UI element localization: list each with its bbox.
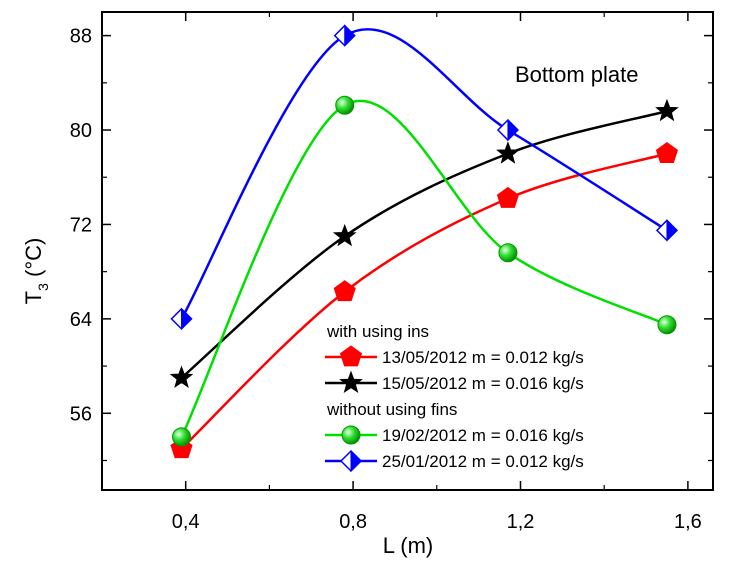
series-2-point-2	[498, 243, 518, 263]
legend-label-2: 19/02/2012 m = 0.016 kg/s	[382, 426, 584, 445]
legend-label-0: 13/05/2012 m = 0.012 kg/s	[382, 348, 584, 367]
y-axis-title: T3 (°C)	[21, 238, 51, 305]
series-line-0	[180, 152, 668, 450]
series-line-1	[180, 109, 668, 379]
series-line-3	[180, 28, 668, 320]
plot-border	[101, 11, 714, 491]
series-3-point-0-fill	[181, 307, 193, 331]
series-2-point-3	[657, 315, 677, 335]
y-axis-title-unit: (°C)	[21, 238, 46, 277]
y-tick-label: 72	[70, 214, 92, 236]
y-axis-title-subscript: 3	[35, 283, 51, 291]
svg-text:T3 (°C): T3 (°C)	[21, 238, 51, 305]
series-1-point-3	[655, 98, 679, 122]
legend-heading-1: without using fins	[326, 400, 457, 419]
x-tick-label: 0,8	[339, 511, 367, 533]
series-3-point-0	[170, 307, 193, 331]
legend-heading-0: with using ins	[326, 322, 429, 341]
series-1-point-2	[496, 141, 520, 164]
series-3-point-1	[333, 24, 356, 47]
series-0-point-3	[655, 142, 679, 164]
axes: 0,4 0,8 1,2 1,6 56 64 72 80 88	[70, 12, 713, 533]
series-3-point-2-fill	[507, 118, 519, 142]
series-1-point-0	[169, 365, 194, 388]
legend-marker-3	[339, 449, 363, 473]
annotation-bottom-plate: Bottom plate	[515, 62, 639, 87]
series-2-point-0	[172, 427, 192, 447]
plot-area	[101, 11, 714, 491]
legend-marker-3-fill	[350, 449, 362, 473]
legend-marker-1	[339, 370, 363, 394]
series-2-point-1	[335, 95, 355, 115]
series-layer	[169, 24, 679, 459]
legend-marker-0	[339, 345, 363, 367]
legend-label-1: 15/05/2012 m = 0.016 kg/s	[382, 374, 584, 393]
x-tick-label: 1,6	[674, 511, 702, 533]
series-line-2	[180, 99, 668, 438]
y-tick-label: 88	[70, 26, 92, 48]
series-0-point-1	[333, 280, 356, 302]
x-tick-label: 1,2	[507, 511, 535, 533]
x-tick-label: 0,4	[172, 511, 200, 533]
legend: with using ins 13/05/2012 m = 0.012 kg/s 1…	[325, 322, 584, 473]
x-axis-title: L (m)	[383, 533, 434, 558]
series-1-point-1	[332, 223, 357, 247]
series-3-point-1-fill	[344, 24, 356, 47]
y-axis-title-main: T	[21, 291, 46, 304]
legend-label-3: 25/01/2012 m = 0.012 kg/s	[382, 452, 584, 471]
y-tick-label: 64	[70, 309, 92, 331]
series-3-point-3	[655, 219, 679, 242]
legend-marker-2	[341, 425, 361, 445]
series-3-point-2	[496, 118, 519, 142]
y-tick-label: 80	[70, 120, 92, 142]
series-3-point-3-fill	[666, 219, 678, 242]
y-tick-label: 56	[70, 403, 92, 425]
series-0-point-2	[496, 186, 519, 208]
